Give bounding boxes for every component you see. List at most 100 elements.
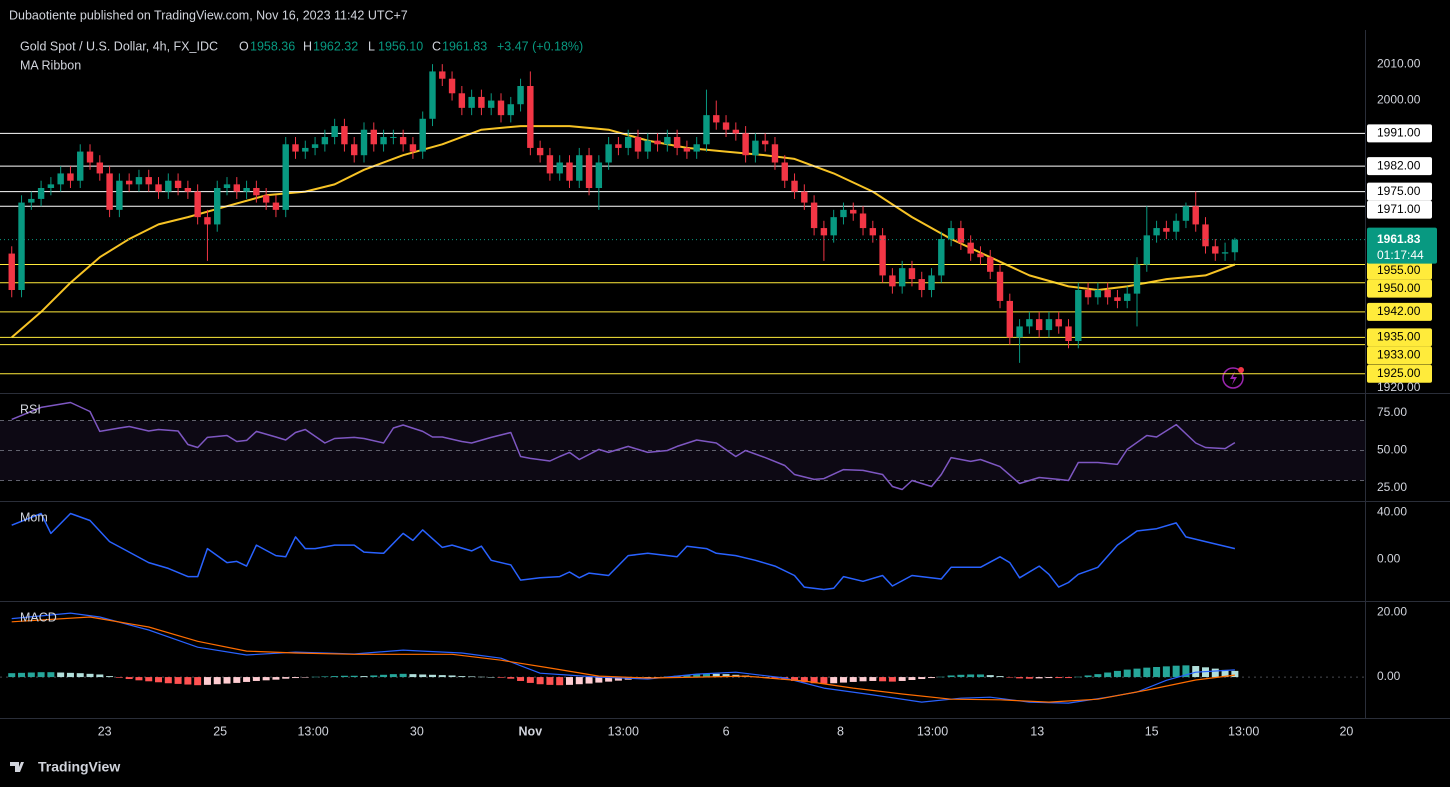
histogram-bar: [1006, 677, 1014, 678]
candle-body: [1026, 319, 1033, 327]
candle-body: [1075, 290, 1082, 341]
histogram-bar: [996, 676, 1004, 678]
candle-body: [194, 191, 201, 218]
candle-body: [722, 122, 730, 130]
histogram: [8, 665, 1239, 686]
x-tick-label: 13:00: [917, 724, 948, 738]
histogram-bar: [321, 676, 329, 678]
histogram-bar: [722, 674, 730, 678]
histogram-bar: [839, 677, 847, 683]
candle-body: [292, 144, 299, 152]
last-price-box: [1367, 227, 1437, 264]
candle-body: [380, 137, 387, 145]
histogram-bar: [791, 677, 799, 681]
histogram-bar: [66, 672, 74, 678]
x-tick-label: 23: [98, 724, 112, 738]
candle-body: [1221, 252, 1229, 254]
histogram-bar: [96, 674, 104, 678]
replay-icon[interactable]: [1222, 367, 1244, 389]
candle-body: [703, 115, 710, 145]
histogram-bar: [986, 675, 994, 678]
candle-body: [439, 71, 446, 79]
histogram-bar: [517, 677, 525, 681]
candle-body: [517, 86, 524, 105]
level-label: 1991.00: [1377, 126, 1421, 140]
histogram-bar: [1074, 676, 1082, 678]
histogram-bar: [1104, 672, 1112, 678]
candle-body: [488, 100, 495, 108]
histogram-bar: [908, 677, 916, 680]
histogram-bar: [1133, 668, 1141, 678]
histogram-bar: [575, 677, 583, 685]
histogram-bar: [47, 672, 55, 678]
candle-body: [595, 162, 603, 188]
x-tick-label: Nov: [519, 724, 543, 738]
candle-body: [8, 253, 15, 290]
candle-body: [654, 140, 661, 145]
histogram-bar: [1055, 677, 1063, 679]
candle-body: [47, 184, 55, 188]
last-price-label: 1961.83: [1377, 232, 1421, 246]
candle-body: [781, 162, 788, 181]
ohlc-label: O: [239, 39, 249, 53]
candle-body: [409, 144, 417, 152]
histogram-bar: [380, 674, 388, 678]
candle-body: [497, 100, 505, 116]
candle-body: [390, 137, 397, 138]
candle-body: [987, 257, 994, 272]
x-tick-label: 25: [213, 724, 227, 738]
candle-body: [478, 96, 485, 108]
level-label-box: [1367, 261, 1432, 280]
candle-body: [28, 198, 35, 203]
candle-body: [996, 271, 1004, 301]
histogram-bar: [438, 675, 446, 678]
logo-mark[interactable]: [10, 762, 24, 772]
candle-body: [67, 173, 74, 181]
x-tick-label: 8: [837, 724, 844, 738]
candle-body: [879, 235, 886, 276]
x-tick-label: 13:00: [1228, 724, 1259, 738]
histogram-bar: [233, 677, 241, 683]
icon-bolt[interactable]: [1230, 371, 1237, 385]
histogram-bar: [458, 676, 466, 678]
candle-body: [810, 202, 818, 229]
level-label-box: [1367, 157, 1432, 176]
icon-dot[interactable]: [1238, 367, 1244, 373]
candle-body: [145, 177, 152, 185]
candle-body: [830, 217, 837, 236]
icon-ring[interactable]: [1222, 367, 1244, 389]
y-tick-label: 2010.00: [1377, 56, 1421, 70]
histogram-bar: [223, 677, 231, 684]
brand-logo[interactable]: TradingView: [10, 759, 120, 775]
histogram-bar: [155, 677, 163, 683]
candle-body: [282, 144, 289, 210]
histogram-bar: [448, 675, 456, 678]
histogram-bar: [145, 677, 153, 682]
histogram-bar: [712, 673, 720, 678]
candle-body: [566, 162, 573, 181]
histogram-bar: [428, 674, 436, 678]
brand-name[interactable]: TradingView: [38, 759, 120, 775]
candle-body: [116, 180, 123, 210]
x-tick-label: 6: [723, 724, 730, 738]
candle-body: [585, 155, 593, 188]
histogram-bar: [487, 677, 495, 678]
histogram-bar: [947, 675, 955, 678]
histogram-bar: [546, 677, 554, 685]
histogram-bar: [556, 677, 564, 686]
indicator-line: [11, 125, 1236, 339]
candle-body: [1045, 319, 1053, 331]
candle-body: [957, 228, 965, 243]
histogram-bar: [507, 677, 515, 679]
histogram-bar: [419, 674, 427, 678]
candle-body: [448, 78, 456, 94]
candle-body: [37, 188, 45, 199]
level-label: 1982.00: [1377, 158, 1421, 172]
histogram-bar: [810, 677, 818, 684]
histogram-bar: [115, 677, 123, 678]
histogram-bar: [311, 676, 319, 678]
candle-body: [262, 195, 270, 203]
candle-body: [204, 217, 211, 225]
histogram-bar: [605, 677, 613, 682]
histogram-bar: [27, 672, 35, 678]
